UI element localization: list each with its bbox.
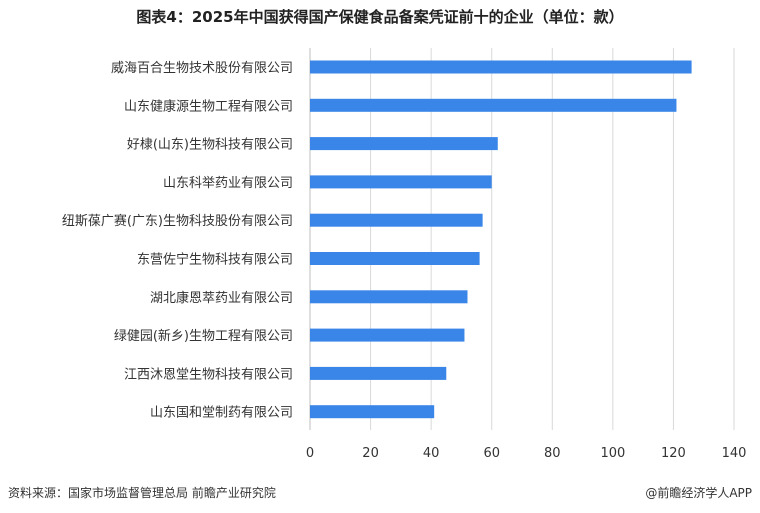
category-label: 山东科举药业有限公司	[163, 176, 293, 191]
bar-6	[310, 290, 468, 304]
bar-3	[310, 175, 492, 189]
category-label: 东营佐宁生物科技有限公司	[137, 252, 293, 268]
category-label: 湖北康恩萃药业有限公司	[150, 290, 293, 306]
brand-credit: @前瞻经济学人APP	[645, 486, 752, 500]
x-tick-label: 20	[362, 446, 379, 461]
category-label: 江西沐恩堂生物科技有限公司	[124, 367, 293, 382]
category-label: 绿健园(新乡)生物工程有限公司	[114, 328, 293, 344]
bar-4	[310, 213, 483, 227]
chart-title: 图表4：2025年中国获得国产保健食品备案凭证前十的企业（单位：款）	[136, 8, 624, 26]
bar-5	[310, 252, 480, 265]
category-label: 威海百合生物技术股份有限公司	[111, 61, 293, 76]
category-label: 好棣(山东)生物科技有限公司	[127, 138, 293, 153]
bar-2	[310, 137, 498, 151]
x-tick-label: 140	[722, 446, 747, 461]
x-tick-label: 0	[306, 446, 314, 461]
bar-9	[310, 405, 435, 419]
category-label: 纽斯葆广赛(广东)生物科技股份有限公司	[62, 213, 293, 229]
category-label: 山东国和堂制药有限公司	[150, 406, 293, 421]
bar-0	[310, 60, 692, 74]
x-tick-label: 100	[600, 446, 625, 461]
bar-1	[310, 98, 677, 112]
x-tick-labels: 0 20 40 60 80 100 120 140	[306, 446, 747, 461]
x-tick-label: 80	[544, 446, 561, 461]
bar-7	[310, 328, 465, 342]
category-label: 山东健康源生物工程有限公司	[124, 98, 293, 114]
x-tick-label: 40	[423, 446, 440, 461]
x-tick-label: 120	[661, 446, 686, 461]
bars	[310, 60, 692, 419]
bar-8	[310, 366, 447, 380]
x-tick-label: 60	[483, 446, 500, 461]
category-labels: 威海百合生物技术股份有限公司山东健康源生物工程有限公司好棣(山东)生物科技有限公…	[62, 61, 293, 421]
grid-lines	[309, 48, 735, 430]
source-note: 资料来源：国家市场监督管理总局 前瞻产业研究院	[8, 486, 276, 500]
